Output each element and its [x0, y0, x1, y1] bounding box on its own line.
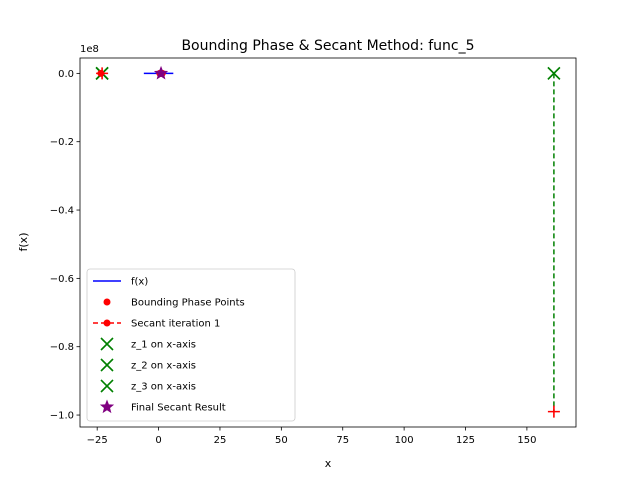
x-tick-label: 125: [456, 435, 475, 446]
x-tick-label: 0: [155, 435, 161, 446]
y-scale-label: 1e8: [80, 44, 99, 55]
y-tick-label: 0.0: [58, 69, 74, 80]
x-tick-label: 75: [336, 435, 349, 446]
y-tick-label: −1.0: [50, 411, 74, 422]
legend-label: f(x): [131, 277, 148, 288]
x-tick-label: −25: [87, 435, 108, 446]
chart-title: Bounding Phase & Secant Method: func_5: [181, 38, 474, 54]
z-marker: [547, 66, 561, 80]
legend-label: z_1 on x-axis: [131, 340, 196, 351]
legend-swatch-z: [100, 337, 114, 351]
x-tick-label: 150: [517, 435, 536, 446]
legend-label: Secant iteration 1: [131, 319, 220, 330]
axes-frame: [79, 57, 577, 428]
plus-marker: [547, 405, 560, 418]
bounding-phase-point: [97, 69, 105, 77]
legend-swatch-z: [100, 358, 114, 372]
legend-box: [86, 268, 296, 422]
y-tick-label: −0.8: [50, 342, 74, 353]
legend-label: z_2 on x-axis: [131, 361, 196, 372]
legend-swatch-secant-dot: [103, 319, 111, 327]
final-secant-star: [153, 65, 169, 80]
legend-swatch-z: [100, 379, 114, 393]
legend-label: Final Secant Result: [131, 403, 226, 414]
y-tick-label: −0.6: [50, 274, 74, 285]
y-axis-label: f(x): [17, 233, 30, 252]
legend-swatch-bounding: [103, 298, 111, 306]
x-tick-label: 100: [395, 435, 414, 446]
legend-swatch-star: [99, 399, 115, 414]
legend-label: z_3 on x-axis: [131, 382, 196, 393]
y-tick-label: −0.2: [50, 137, 74, 148]
legend: f(x) Bounding Phase Points Secant iteratio…: [86, 268, 296, 422]
x-tick-label: 25: [214, 435, 227, 446]
plot-area: −25 0 25 50 75 100 125 150 0.0 −0.2 −0.4 −0.6 −0.8 −1…: [50, 57, 577, 446]
x-axis-label: x: [325, 457, 332, 470]
legend-label: Bounding Phase Points: [131, 298, 245, 309]
y-tick-label: −0.4: [50, 206, 74, 217]
x-tick-label: 50: [275, 435, 288, 446]
